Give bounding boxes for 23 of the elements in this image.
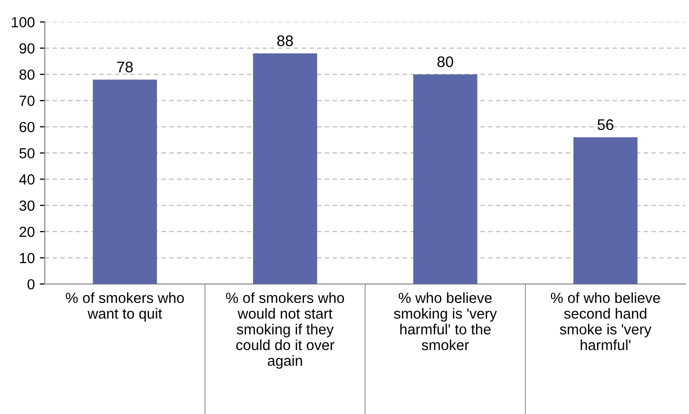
x-tick-label: % of who believe second hand smoke is 'very harmful' <box>550 292 660 350</box>
x-tick-label: % who believe smoking is 'very harmful' to the smoker <box>394 292 497 350</box>
y-tick-label: 10 <box>20 252 34 264</box>
y-tick-label: 20 <box>20 226 34 238</box>
x-tick-label: % of smokers who want to quit <box>66 292 184 322</box>
data-label: 78 <box>117 62 133 72</box>
y-tick-label: 50 <box>19 148 34 158</box>
bar <box>253 53 318 284</box>
x-tick-label: % of smokers who would not start smoking if they could do it over again <box>226 292 344 369</box>
bar <box>92 80 157 284</box>
bar <box>413 74 478 284</box>
y-tick-label: 0 <box>28 279 34 290</box>
y-tick-label: 40 <box>19 174 34 185</box>
data-label: 80 <box>437 56 454 68</box>
bar <box>573 137 638 284</box>
y-tick-label: 80 <box>19 69 34 80</box>
y-tick-label: 30 <box>19 200 34 211</box>
y-tick-label: 100 <box>12 17 34 28</box>
data-label: 56 <box>598 119 614 130</box>
y-tick-label: 70 <box>20 96 34 106</box>
data-label: 88 <box>277 35 293 46</box>
y-tick-label: 90 <box>20 43 34 54</box>
y-tick-label: 60 <box>20 122 34 132</box>
